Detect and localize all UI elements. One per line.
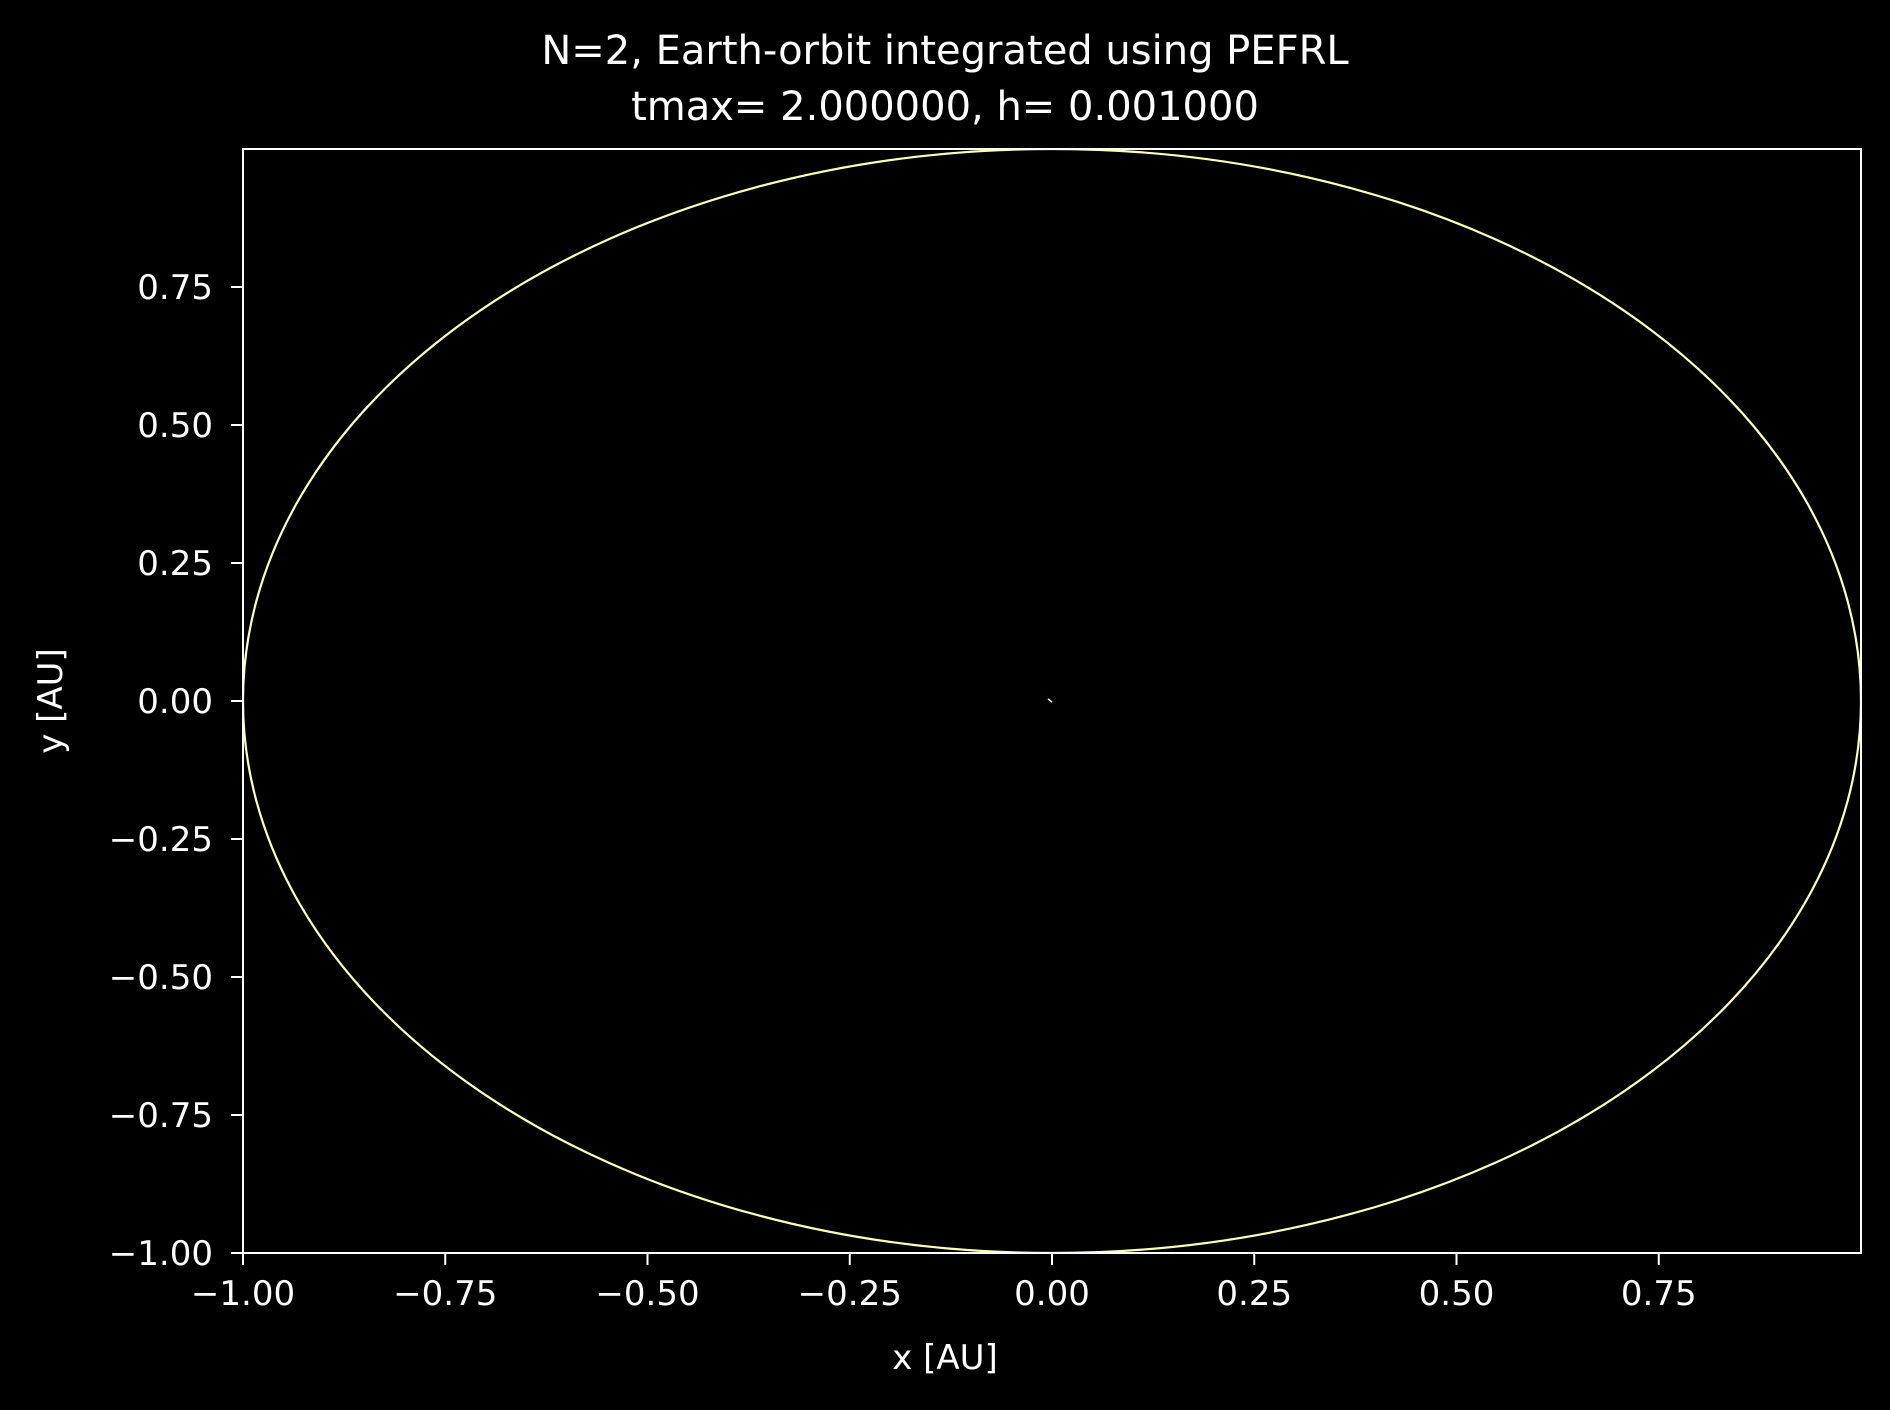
y-tick-label: 0.75 — [137, 268, 213, 308]
axes-frame — [242, 148, 1862, 1254]
y-tick-label: −0.75 — [109, 1096, 213, 1136]
y-tick-label: 0.00 — [137, 682, 213, 722]
x-tick-label: 0.25 — [1216, 1274, 1292, 1314]
x-tick-label: 0.00 — [1014, 1274, 1090, 1314]
y-axis-label: y [AU] — [31, 648, 71, 754]
chart-title: N=2, Earth-orbit integrated using PEFRL — [541, 28, 1349, 74]
y-tick-label: 0.25 — [137, 544, 213, 584]
x-tick-label: −0.50 — [595, 1274, 699, 1314]
x-tick-label: −1.00 — [191, 1274, 295, 1314]
x-tick-label: 0.50 — [1419, 1274, 1495, 1314]
x-tick-label: 0.75 — [1621, 1274, 1697, 1314]
y-tick-label: −0.25 — [109, 820, 213, 860]
chart-subtitle: tmax= 2.000000, h= 0.001000 — [631, 84, 1259, 130]
sun-track-line — [1047, 698, 1053, 703]
x-axis-label: x [AU] — [892, 1338, 998, 1378]
y-tick-label: −1.00 — [109, 1234, 213, 1274]
x-tick-label: −0.25 — [798, 1274, 902, 1314]
x-tick-label: −0.75 — [393, 1274, 497, 1314]
y-tick-label: −0.50 — [109, 958, 213, 998]
earth-orbit-line — [243, 149, 1861, 1253]
y-tick-label: 0.50 — [137, 406, 213, 446]
